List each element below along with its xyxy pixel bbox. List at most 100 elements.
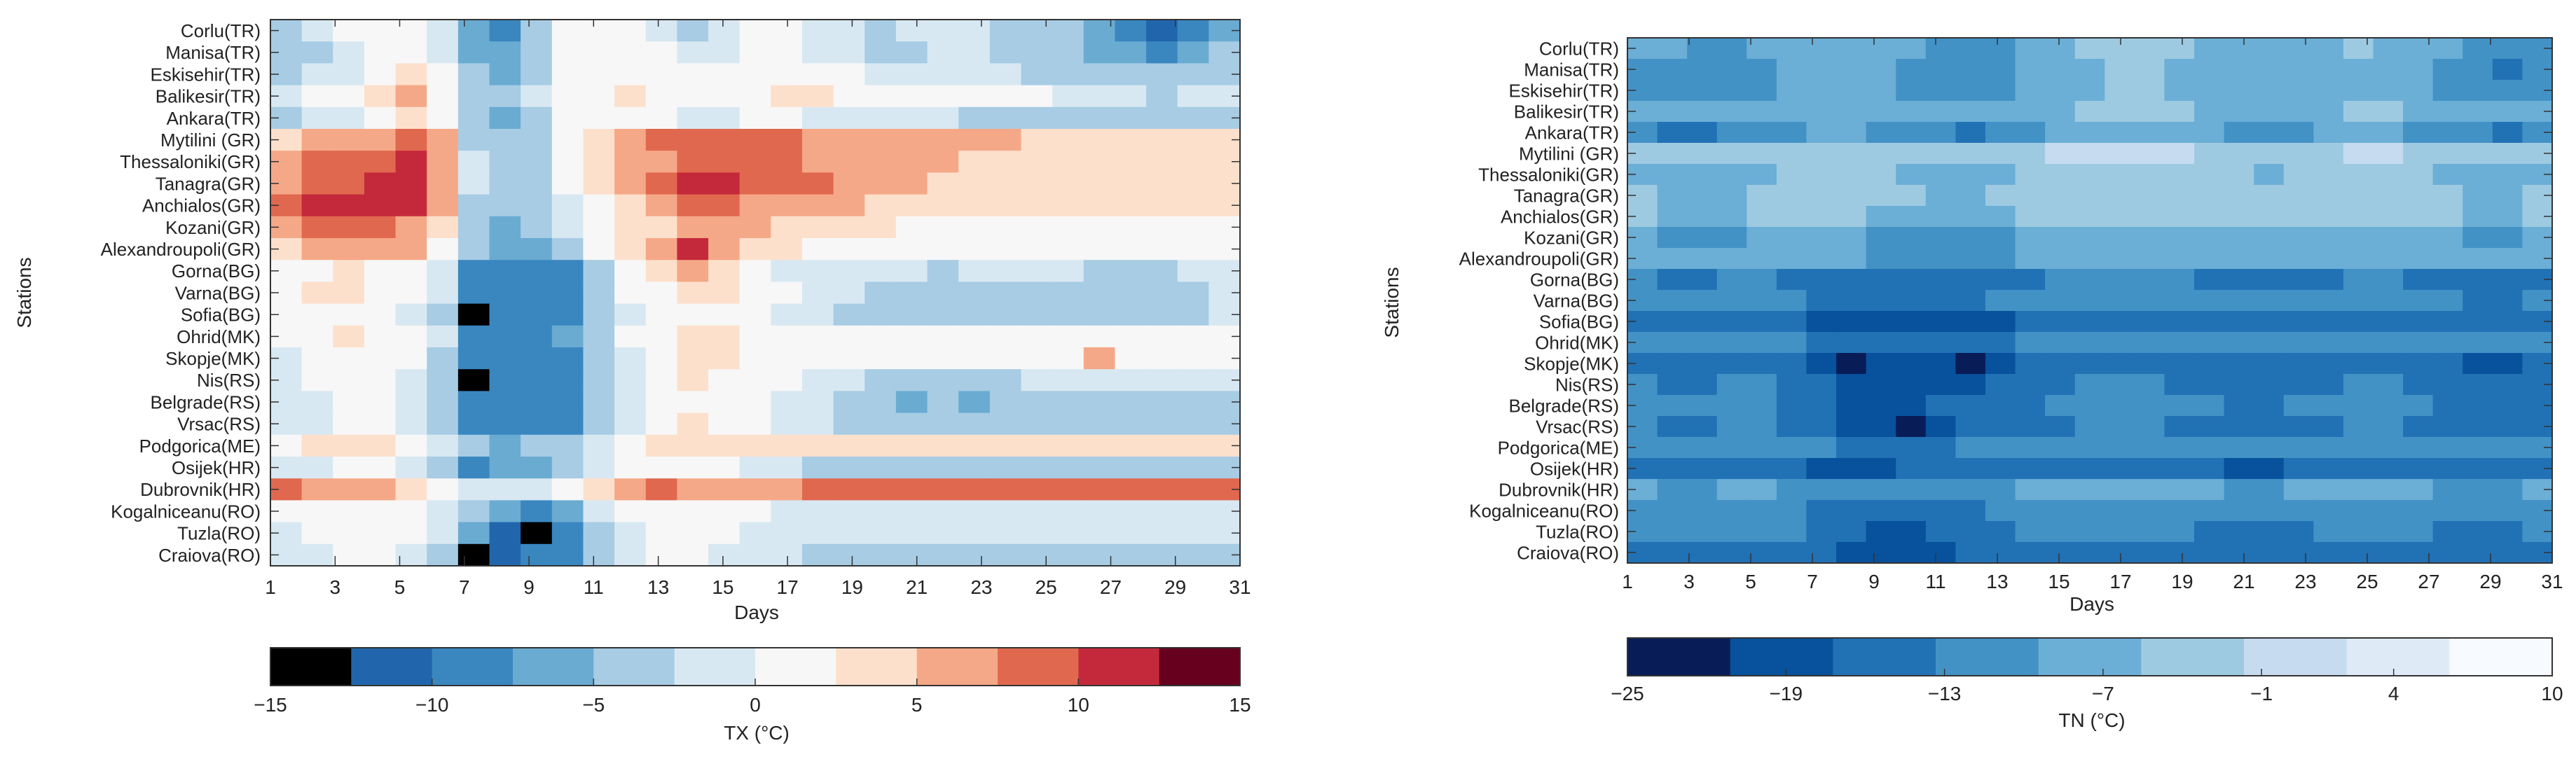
tx-cell (333, 151, 365, 173)
tx-cell (801, 63, 834, 86)
tx-day-label: 27 (1100, 576, 1122, 598)
tn-cell (1747, 542, 1777, 564)
tn-cell (1776, 458, 1807, 480)
tx-cell (865, 282, 897, 305)
tx-cell (1052, 129, 1084, 151)
tx-cell (457, 41, 490, 64)
tx-cell (927, 20, 959, 42)
tn-cell (2403, 143, 2434, 165)
tn-cell (2463, 80, 2493, 102)
tn-cell (2015, 227, 2046, 249)
tx-cell (614, 500, 647, 523)
tn-cell (2492, 416, 2523, 438)
tn-cell (2105, 143, 2135, 165)
tn-cell (2045, 101, 2076, 123)
tn-cell (2224, 101, 2254, 123)
tx-cell (427, 434, 459, 457)
tx-cell (489, 347, 521, 370)
tx-cell (1052, 238, 1084, 261)
tn-cell (2432, 269, 2463, 291)
tx-cell (739, 238, 771, 261)
tn-cell (2224, 185, 2254, 207)
tn-cell (1776, 416, 1807, 438)
tn-cell (1716, 353, 1747, 375)
tx-cell (427, 282, 459, 305)
tx-cell (333, 41, 365, 64)
tn-cell (2074, 500, 2105, 522)
tn-cell (1866, 185, 1896, 207)
tn-cell (2105, 38, 2135, 60)
tx-cell (583, 20, 615, 42)
tx-cell (989, 412, 1022, 436)
tn-cell (1776, 269, 1807, 291)
tx-cell (927, 106, 959, 130)
tn-cell (2015, 416, 2046, 438)
tn-cell (1896, 206, 1927, 228)
tx-cell (1177, 303, 1209, 326)
tn-cell (2015, 143, 2046, 165)
tn-cell (2492, 290, 2523, 312)
tn-cell (1836, 437, 1867, 459)
tx-cell (865, 106, 897, 130)
tn-cell (1806, 542, 1837, 564)
tx-cell (927, 63, 959, 86)
tx-cell (583, 106, 615, 130)
tx-cell (395, 434, 427, 457)
tn-cell (1687, 122, 1718, 144)
tx-cell (551, 194, 584, 217)
tx-cell (301, 325, 333, 348)
tx-cell (989, 41, 1022, 64)
tx-cell (395, 303, 427, 326)
tn-cell (2134, 101, 2165, 123)
tx-cell (1021, 478, 1053, 501)
tn-cell (2224, 353, 2254, 375)
tn-cell (1896, 59, 1927, 81)
tn-cell (1716, 395, 1747, 417)
tn-cell (1747, 185, 1777, 207)
tx-cell (708, 41, 741, 64)
tn-cell (2463, 479, 2493, 501)
tx-colorbar-tick-label: −10 (415, 694, 449, 716)
tx-cell (1052, 369, 1084, 391)
tx-cell (801, 216, 834, 239)
tn-cell (2283, 59, 2314, 81)
tx-cell (927, 522, 959, 545)
tn-cell (2224, 332, 2254, 354)
tn-cell (1955, 395, 1986, 417)
tn-cell (1806, 437, 1837, 459)
tn-cell (2045, 311, 2076, 333)
tn-cell (1657, 353, 1688, 375)
tn-cell (1687, 290, 1718, 312)
tx-cell (1146, 522, 1178, 545)
tn-cell (2164, 542, 2195, 564)
tn-cell (2074, 437, 2105, 459)
tn-cell (2045, 374, 2076, 396)
tx-cell (927, 412, 959, 436)
tn-cell (1985, 101, 2016, 123)
tn-cell (1747, 521, 1777, 543)
tx-cell (1115, 522, 1147, 545)
tx-cell (739, 151, 771, 173)
tx-cell (489, 106, 521, 130)
tx-cell (1021, 282, 1053, 305)
tx-cell (364, 216, 397, 239)
tx-cell (708, 434, 741, 457)
tn-day-label: 27 (2418, 571, 2439, 592)
tx-cell (395, 522, 427, 545)
tx-cell (457, 260, 490, 282)
tn-cell (2105, 185, 2135, 207)
tx-cell (708, 543, 741, 567)
tn-cell (1687, 542, 1718, 564)
tx-cell (457, 85, 490, 108)
tx-cell (677, 412, 709, 436)
tx-cell (645, 216, 677, 239)
tn-cell (2074, 122, 2105, 144)
tn-cell (1776, 311, 1807, 333)
tx-cell (364, 412, 397, 436)
tx-cell (865, 238, 897, 261)
tx-cell (927, 41, 959, 64)
tx-cell (1177, 85, 1209, 108)
tn-cell (2313, 353, 2344, 375)
tn-cell (2463, 521, 2493, 543)
tn-cell (1866, 227, 1896, 249)
